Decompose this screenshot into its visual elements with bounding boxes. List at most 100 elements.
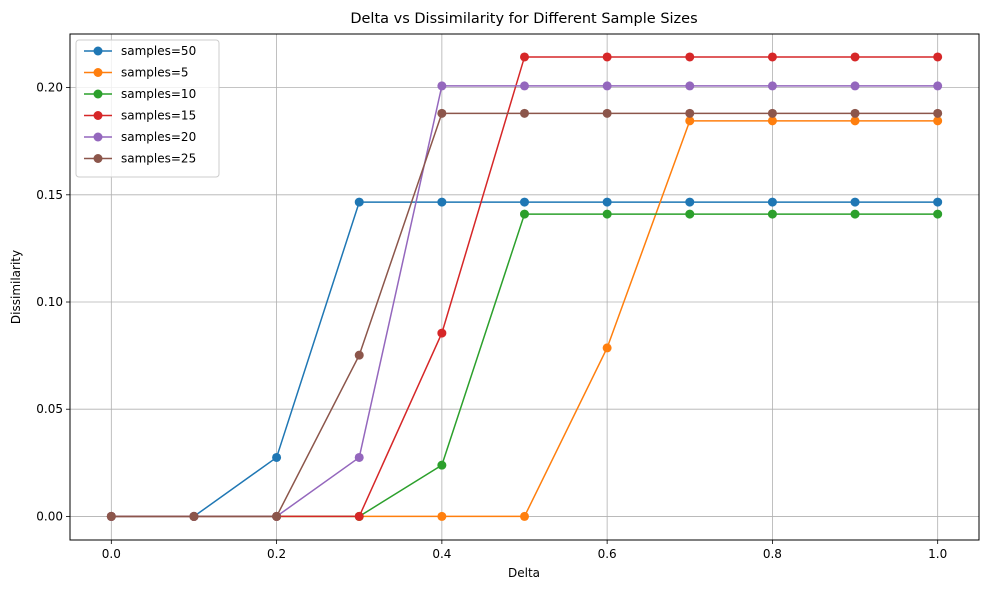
- data-point: [602, 108, 612, 118]
- series-line: [111, 85, 938, 518]
- data-point: [437, 460, 447, 470]
- legend-label: samples=10: [121, 87, 196, 101]
- data-point: [767, 116, 777, 126]
- series: [106, 209, 943, 521]
- y-tick-label: 0.15: [36, 188, 63, 202]
- axis-ticks: 0.0 0.2 0.4 0.6 0.8 1.0 0.00 0.05 0.10 0.15 0.20: [36, 81, 947, 561]
- data-point: [933, 116, 943, 126]
- series-line: [111, 112, 938, 518]
- data-point: [189, 511, 199, 521]
- data-point: [933, 108, 943, 118]
- data-point: [602, 209, 612, 219]
- data-point: [850, 209, 860, 219]
- data-point: [520, 209, 529, 219]
- legend-item: samples=20: [84, 130, 196, 144]
- data-point: [520, 511, 529, 521]
- data-point: [106, 511, 116, 521]
- legend-marker: [93, 46, 103, 56]
- data-point: [602, 81, 612, 91]
- data-point: [767, 52, 777, 62]
- legend-item: samples=5: [84, 66, 189, 80]
- legend-item: samples=10: [84, 87, 196, 101]
- data-point: [767, 81, 777, 91]
- data-point: [850, 197, 860, 207]
- legend-label: samples=25: [121, 152, 196, 166]
- data-point: [437, 511, 447, 521]
- data-point: [437, 328, 447, 338]
- series-line: [111, 120, 938, 518]
- data-point: [354, 511, 364, 521]
- data-point: [354, 452, 364, 462]
- data-point: [272, 511, 282, 521]
- data-point: [437, 108, 447, 118]
- x-tick-label: 0.2: [267, 547, 286, 561]
- series: [106, 108, 943, 521]
- plot-area: [69, 33, 980, 541]
- legend-label: samples=15: [121, 109, 196, 123]
- data-point: [685, 52, 695, 62]
- legend-marker: [93, 154, 103, 163]
- x-tick-label: 0.8: [763, 547, 782, 561]
- data-point: [933, 81, 943, 91]
- series-line: [111, 213, 938, 518]
- y-tick-label: 0.10: [36, 295, 63, 309]
- data-point: [685, 81, 695, 91]
- data-point: [685, 209, 695, 219]
- x-axis-label: Delta: [508, 566, 540, 580]
- data-point: [850, 52, 860, 62]
- data-point: [685, 116, 695, 126]
- series-group: [106, 52, 943, 521]
- legend-marker: [93, 111, 103, 120]
- data-point: [602, 343, 612, 353]
- legend-label: samples=20: [121, 130, 196, 144]
- data-point: [602, 197, 612, 207]
- data-point: [685, 197, 695, 207]
- x-tick-label: 0.0: [102, 547, 121, 561]
- data-point: [933, 52, 943, 62]
- data-point: [354, 197, 364, 207]
- legend-marker: [93, 89, 103, 99]
- legend-item: samples=25: [84, 152, 196, 166]
- series-line: [111, 56, 938, 518]
- chart-title: Delta vs Dissimilarity for Different Sam…: [350, 11, 697, 27]
- legend-marker: [93, 132, 103, 142]
- x-tick-label: 0.6: [598, 547, 617, 561]
- data-point: [520, 81, 529, 91]
- series-line: [111, 201, 938, 518]
- data-point: [933, 209, 943, 219]
- data-point: [520, 197, 529, 207]
- data-point: [767, 197, 777, 207]
- legend: samples=50 samples=5 samples=10 samples=15 s…: [75, 39, 220, 178]
- data-point: [933, 197, 943, 207]
- series: [106, 197, 943, 521]
- data-point: [767, 108, 777, 118]
- legend-marker: [93, 68, 103, 77]
- legend-label: samples=50: [121, 44, 196, 58]
- x-tick-label: 1.0: [928, 547, 947, 561]
- data-point: [850, 81, 860, 91]
- data-point: [272, 452, 282, 462]
- data-point: [685, 108, 695, 118]
- series: [106, 116, 943, 521]
- legend-item: samples=50: [84, 44, 196, 58]
- y-tick-label: 0.20: [36, 81, 63, 95]
- legend-label: samples=5: [121, 66, 189, 80]
- data-point: [437, 197, 447, 207]
- data-point: [520, 108, 529, 118]
- series: [106, 52, 943, 521]
- series: [106, 81, 943, 521]
- x-tick-label: 0.4: [432, 547, 451, 561]
- data-point: [437, 81, 447, 91]
- y-tick-label: 0.05: [36, 402, 63, 416]
- data-point: [520, 52, 529, 62]
- legend-box: [75, 39, 220, 178]
- data-point: [767, 209, 777, 219]
- legend-item: samples=15: [84, 109, 196, 123]
- data-point: [602, 52, 612, 62]
- data-point: [850, 116, 860, 126]
- data-point: [850, 108, 860, 118]
- y-tick-label: 0.00: [36, 509, 63, 523]
- data-point: [354, 350, 364, 360]
- y-axis-label: Dissimilarity: [9, 250, 23, 324]
